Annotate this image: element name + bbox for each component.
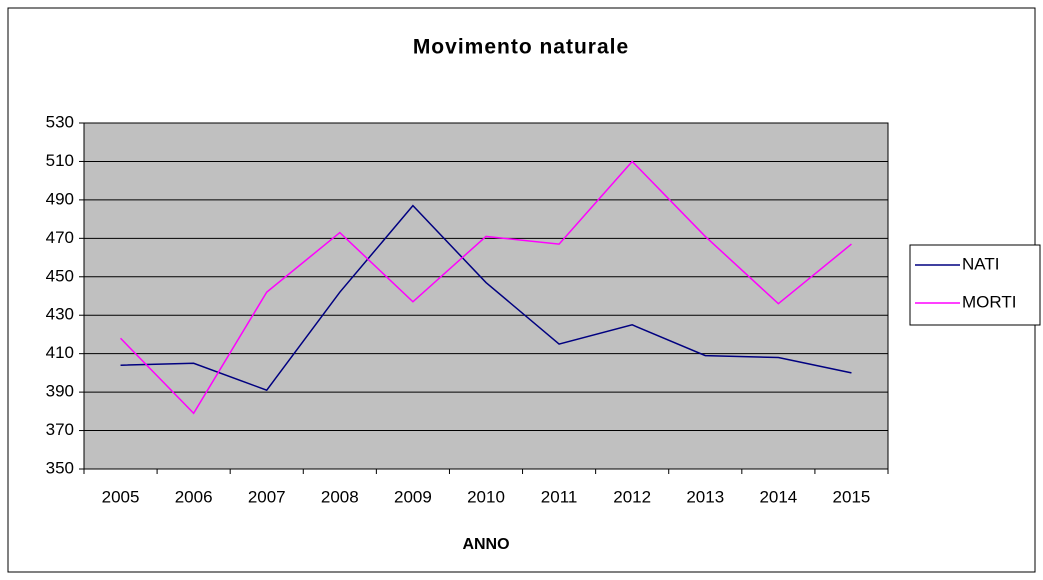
y-tick-label: 430 [46,305,74,324]
legend-label: MORTI [962,292,1016,311]
x-tick-label: 2005 [102,487,140,506]
y-tick-label: 470 [46,228,74,247]
legend-box [909,244,1041,326]
line-series [120,204,852,392]
x-tick-label: 2009 [394,487,432,506]
y-tick-label: 510 [46,151,74,170]
y-tick-label: 490 [46,189,74,208]
x-tick-label: 2011 [541,487,578,506]
legend-label: NATI [962,254,999,273]
y-tick-label: 450 [46,266,74,285]
y-tick-label: 390 [46,382,74,401]
chart-title: Movimento naturale [413,36,629,59]
line-series [120,160,852,415]
x-tick-label: 2014 [759,487,797,506]
x-tick-label: 2006 [175,487,213,506]
plot-border [83,122,889,470]
y-tick-label: 370 [46,420,74,439]
y-tick-label: 350 [46,458,74,477]
x-tick-label: 2012 [613,487,651,506]
y-tick-label: 530 [46,112,74,131]
x-tick-label: 2007 [248,487,286,506]
y-tick-label: 410 [46,343,74,362]
x-tick-label: 2013 [686,487,724,506]
x-tick-label: 2008 [321,487,359,506]
x-tick-label: 2010 [467,487,505,506]
x-tick-label: 2015 [833,487,871,506]
x-axis-label: ANNO [462,536,509,553]
plot-area [84,123,888,469]
